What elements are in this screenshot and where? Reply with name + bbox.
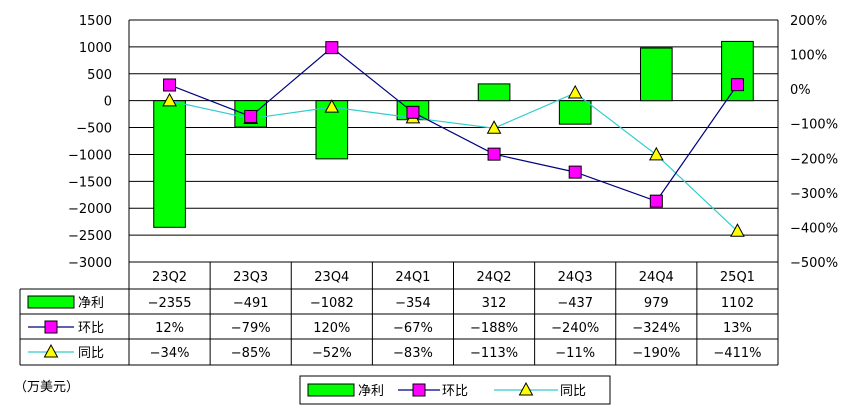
axes: 1500 1000 500 0 −500 −1000 −1500 −2000 −2500 −300… bbox=[68, 14, 838, 271]
category-label: 24Q1 bbox=[395, 270, 430, 285]
legend: 净利 环比 同比 bbox=[299, 375, 611, 405]
y-left-tick-label: −3000 bbox=[68, 256, 112, 271]
cell-value: −437 bbox=[557, 296, 593, 311]
bar bbox=[721, 40, 754, 102]
cell-value: −2355 bbox=[148, 296, 192, 311]
bar-series bbox=[153, 40, 754, 228]
cell-value: −1082 bbox=[310, 296, 354, 311]
y-left-tick-label: −2500 bbox=[68, 229, 112, 244]
cell-value: −11% bbox=[555, 346, 595, 361]
cell-value: −79% bbox=[231, 321, 271, 336]
cell-value: −188% bbox=[470, 321, 518, 336]
row-label: 同比 bbox=[78, 346, 104, 361]
point bbox=[325, 41, 339, 55]
category-label: 24Q2 bbox=[477, 270, 512, 285]
y-left-tick-label: −2000 bbox=[68, 202, 112, 217]
cell-value: −52% bbox=[312, 346, 352, 361]
cell-value: −67% bbox=[393, 321, 433, 336]
y-left-tick-label: −1500 bbox=[68, 175, 112, 190]
row-key-marker bbox=[44, 320, 58, 334]
legend-key-bar bbox=[307, 383, 355, 397]
point bbox=[649, 194, 663, 208]
y-left-tick-label: −500 bbox=[76, 122, 112, 137]
row-label: 环比 bbox=[78, 321, 104, 336]
cell-value: −240% bbox=[551, 321, 599, 336]
point bbox=[244, 109, 258, 123]
cell-value: −354 bbox=[395, 296, 431, 311]
y-left-tick-label: 0 bbox=[104, 95, 112, 110]
y-right-tick-label: −100% bbox=[790, 118, 838, 133]
legend-label: 同比 bbox=[560, 384, 586, 399]
cell-value: 979 bbox=[644, 296, 669, 311]
cell-value: −491 bbox=[233, 296, 269, 311]
unit-note: （万美元） bbox=[14, 380, 80, 395]
cell-value: −85% bbox=[231, 346, 271, 361]
point bbox=[406, 105, 420, 119]
y-right-tick-label: 100% bbox=[790, 49, 827, 64]
cell-value: −324% bbox=[632, 321, 680, 336]
bar bbox=[558, 100, 592, 125]
point bbox=[162, 92, 177, 107]
cell-value: −113% bbox=[470, 346, 518, 361]
cell-value: −411% bbox=[713, 346, 761, 361]
category-label: 23Q2 bbox=[152, 270, 187, 285]
y-right-tick-label: −500% bbox=[790, 256, 838, 271]
row-key-bar bbox=[27, 295, 75, 309]
point bbox=[487, 147, 501, 161]
cell-value: 13% bbox=[723, 321, 752, 336]
legend-label: 环比 bbox=[442, 384, 468, 399]
category-label: 25Q1 bbox=[720, 270, 755, 285]
bar bbox=[639, 47, 673, 102]
row-key-marker bbox=[43, 343, 59, 358]
series-line bbox=[169, 46, 738, 202]
category-label: 24Q4 bbox=[639, 270, 674, 285]
line-series bbox=[162, 41, 745, 237]
category-label: 23Q3 bbox=[233, 270, 268, 285]
cell-value: 120% bbox=[313, 321, 350, 336]
point bbox=[648, 146, 664, 161]
cell-value: 1102 bbox=[721, 296, 754, 311]
point bbox=[730, 78, 744, 92]
cell-value: −34% bbox=[150, 346, 190, 361]
data-table: 23Q2 23Q3 23Q4 24Q1 24Q2 24Q3 24Q4 25Q1 净利 −2355 −… bbox=[19, 261, 779, 366]
cell-value: −83% bbox=[393, 346, 433, 361]
y-left-tick-label: −1000 bbox=[68, 148, 112, 163]
y-left-tick-label: 1000 bbox=[79, 41, 112, 56]
point bbox=[486, 120, 502, 134]
cell-value: −190% bbox=[632, 346, 680, 361]
y-right-tick-label: −300% bbox=[790, 187, 838, 202]
legend-label: 净利 bbox=[358, 384, 384, 399]
grid-lines bbox=[129, 19, 778, 263]
legend-key-marker bbox=[518, 381, 534, 396]
cell-value: 12% bbox=[155, 321, 184, 336]
y-left-tick-label: 500 bbox=[87, 68, 112, 83]
y-right-tick-label: 200% bbox=[790, 14, 827, 29]
bar bbox=[153, 100, 186, 228]
point bbox=[163, 78, 177, 92]
category-label: 23Q4 bbox=[314, 270, 349, 285]
point bbox=[568, 165, 582, 179]
y-left-tick-label: 1500 bbox=[79, 14, 112, 29]
point bbox=[730, 223, 745, 237]
y-right-tick-label: 0% bbox=[790, 83, 811, 98]
y-right-tick-label: −400% bbox=[790, 221, 838, 236]
point bbox=[567, 84, 583, 99]
bar bbox=[477, 83, 511, 102]
series-line bbox=[169, 92, 738, 232]
category-label: 24Q3 bbox=[558, 270, 593, 285]
y-right-tick-label: −200% bbox=[790, 152, 838, 167]
row-label: 净利 bbox=[78, 296, 104, 311]
point bbox=[324, 99, 340, 113]
legend-key-marker bbox=[412, 383, 426, 397]
cell-value: 312 bbox=[482, 296, 507, 311]
